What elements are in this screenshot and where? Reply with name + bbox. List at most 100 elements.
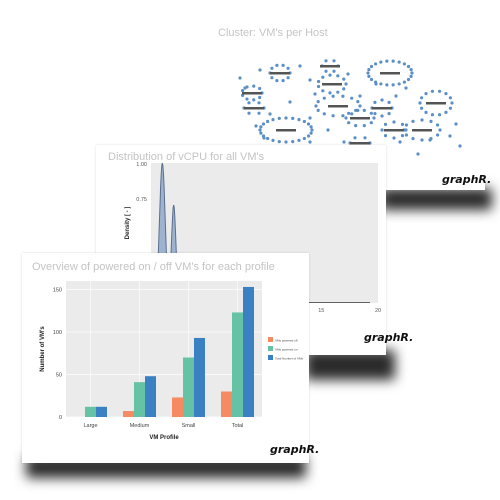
bar-y-tick-label: 50 bbox=[56, 373, 62, 379]
cluster-node bbox=[284, 140, 288, 144]
vcpu-y-axis-label: Density [ - ] bbox=[125, 207, 131, 240]
cluster-node bbox=[275, 79, 279, 83]
cluster-node bbox=[419, 106, 424, 110]
cluster-node bbox=[409, 68, 413, 72]
cluster-node bbox=[385, 83, 389, 87]
bar-x-tick-label: Medium bbox=[130, 423, 150, 429]
cluster-node bbox=[310, 128, 314, 132]
cluster-host-label bbox=[372, 107, 392, 110]
cluster-host-label bbox=[328, 105, 348, 108]
cluster-node bbox=[316, 79, 321, 84]
vcpu-slide-shadow bbox=[305, 350, 395, 380]
cluster-node bbox=[354, 108, 358, 112]
cluster-node bbox=[385, 59, 389, 63]
cluster-node bbox=[444, 92, 448, 96]
cluster-node bbox=[409, 74, 413, 78]
bar-y-axis-label: Number of VM's bbox=[40, 326, 46, 372]
cluster-node bbox=[266, 136, 270, 141]
cluster-node bbox=[243, 86, 247, 90]
cluster-node bbox=[331, 94, 335, 98]
bar-mark bbox=[183, 357, 194, 417]
cluster-node bbox=[380, 98, 384, 102]
cluster-node bbox=[321, 75, 325, 79]
cluster-node bbox=[342, 140, 346, 144]
cluster-node bbox=[341, 94, 345, 98]
cluster-node bbox=[424, 110, 428, 114]
cluster-node bbox=[363, 136, 367, 140]
cluster-node bbox=[262, 136, 266, 140]
bar-legend-swatch bbox=[268, 355, 273, 360]
cluster-node bbox=[387, 112, 391, 116]
cluster-node bbox=[332, 69, 336, 73]
cluster-node bbox=[430, 89, 435, 93]
bar-legend-label: VMs powered off bbox=[275, 339, 298, 343]
cluster-node bbox=[358, 104, 362, 108]
profile-slide: Overview of powered on / off VM's for ea… bbox=[22, 253, 319, 463]
bar-x-tick-label: Small bbox=[182, 423, 196, 429]
cluster-node bbox=[369, 64, 374, 69]
cluster-node bbox=[275, 63, 279, 67]
cluster-node bbox=[324, 69, 328, 73]
cluster-host-label bbox=[412, 129, 432, 132]
cluster-node bbox=[322, 112, 326, 116]
cluster-node bbox=[419, 96, 424, 100]
bar-mark bbox=[145, 376, 156, 417]
cluster-node bbox=[380, 128, 384, 132]
cluster-node bbox=[454, 122, 458, 126]
bar-y-tick-label: 150 bbox=[53, 288, 62, 294]
graphr-logo: graphR. bbox=[270, 443, 320, 456]
cluster-node bbox=[321, 89, 325, 93]
bar-mark bbox=[85, 406, 96, 417]
cluster-title: Cluster: VM's per Host bbox=[218, 27, 328, 39]
cluster-host-label bbox=[270, 72, 290, 75]
cluster-node bbox=[238, 76, 242, 80]
cluster-node bbox=[379, 60, 383, 64]
cluster-node bbox=[380, 114, 384, 118]
cluster-node bbox=[302, 136, 306, 141]
cluster-node bbox=[410, 71, 414, 75]
cluster-node bbox=[268, 112, 272, 116]
bar-mark bbox=[172, 397, 183, 417]
cluster-node bbox=[353, 136, 357, 140]
cluster-node bbox=[247, 111, 251, 115]
cluster-host-label bbox=[350, 142, 370, 145]
cluster-node bbox=[400, 134, 405, 138]
cluster-node bbox=[437, 89, 442, 93]
bar-mark bbox=[96, 406, 107, 417]
cluster-node bbox=[306, 122, 311, 126]
bar-mark bbox=[243, 286, 254, 417]
cluster-node bbox=[258, 68, 262, 72]
cluster-node bbox=[247, 101, 251, 105]
cluster-node bbox=[354, 124, 358, 128]
cluster-node bbox=[341, 114, 345, 118]
cluster-node bbox=[373, 62, 378, 66]
cluster-node bbox=[258, 86, 262, 91]
cluster-node bbox=[277, 116, 281, 121]
cluster-node bbox=[241, 93, 245, 97]
cluster-node bbox=[270, 76, 274, 80]
cluster-node bbox=[261, 122, 266, 126]
cluster-node bbox=[358, 94, 362, 98]
cluster-node bbox=[369, 77, 374, 82]
cluster-node bbox=[402, 80, 407, 84]
cluster-node bbox=[258, 95, 262, 100]
graphr-logo: graphR. bbox=[442, 173, 492, 186]
cluster-node bbox=[308, 116, 312, 120]
cluster-node bbox=[347, 111, 351, 115]
cluster-node bbox=[448, 96, 453, 100]
cluster-node bbox=[350, 96, 354, 100]
cluster-node bbox=[435, 123, 440, 127]
cluster-node bbox=[344, 116, 348, 120]
cluster-node bbox=[374, 82, 378, 86]
cluster-node bbox=[424, 92, 428, 96]
cluster-node bbox=[281, 63, 285, 67]
cluster-node bbox=[435, 133, 440, 137]
bar-x-tick-label: Total bbox=[232, 423, 244, 429]
cluster-node bbox=[286, 66, 290, 70]
cluster-node bbox=[316, 108, 320, 112]
bar-legend-swatch bbox=[268, 337, 273, 342]
cluster-node bbox=[344, 82, 348, 86]
cluster-node bbox=[397, 82, 401, 86]
profile-bar-chart: 0 50 100 150 Large Medium Small Total VM Profile… bbox=[40, 281, 304, 441]
cluster-node bbox=[328, 73, 332, 77]
